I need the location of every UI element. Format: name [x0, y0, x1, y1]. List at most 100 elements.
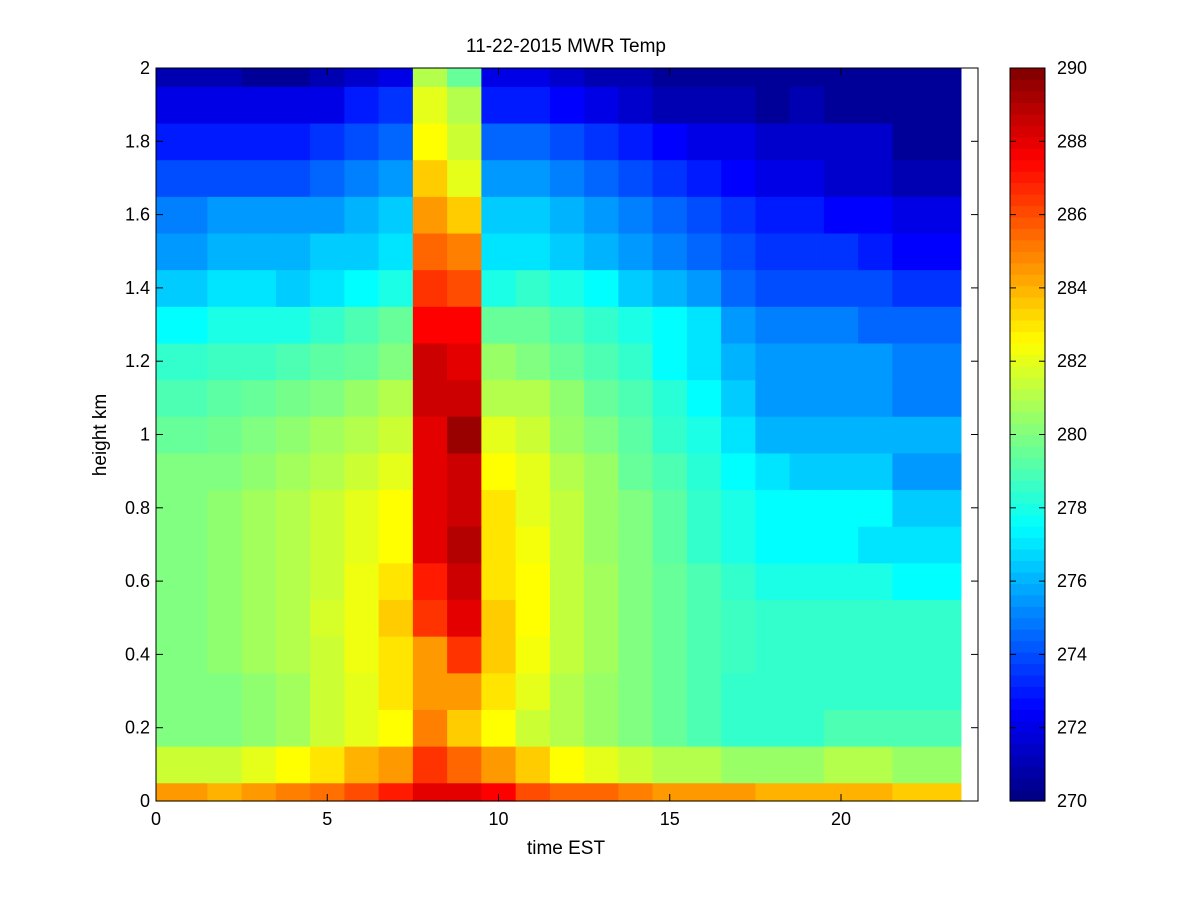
colorbar-segment [1010, 491, 1045, 504]
heatmap-cell [515, 562, 551, 601]
heatmap-cell [584, 122, 619, 161]
colorbar-segment [1010, 755, 1045, 768]
colorbar-segment [1010, 720, 1045, 733]
heatmap-cell [207, 159, 243, 197]
heatmap-cell [755, 599, 791, 637]
heatmap-cell [412, 782, 448, 802]
heatmap-cell [584, 342, 619, 381]
heatmap-cell [156, 232, 208, 271]
heatmap-cell [481, 489, 517, 527]
heatmap-cell [447, 599, 482, 637]
heatmap-cell [618, 86, 654, 124]
heatmap-cell [789, 342, 825, 381]
y-tick-label: 1 [140, 425, 150, 445]
heatmap-cell [892, 782, 962, 802]
colorbar-segment [1010, 205, 1045, 218]
heatmap-cell [378, 342, 414, 381]
heatmap-cell [618, 122, 654, 161]
heatmap-cell [823, 232, 859, 271]
heatmap-cell [721, 232, 756, 271]
colorbar-segment [1010, 285, 1045, 298]
heatmap-cell [721, 269, 756, 307]
heatmap-cell [892, 86, 962, 124]
heatmap-cell [156, 489, 208, 527]
heatmap-cell [344, 416, 380, 454]
heatmap-cell [858, 782, 893, 802]
heatmap-cell [241, 68, 277, 87]
heatmap-cell [310, 709, 345, 747]
heatmap-cell [207, 232, 243, 271]
heatmap-cell [618, 526, 654, 564]
heatmap-cell [207, 379, 243, 417]
heatmap-cell [241, 636, 277, 674]
y-tick-label: 2 [140, 58, 150, 78]
heatmap-cell [156, 672, 208, 710]
heatmap-cell [686, 709, 722, 747]
heatmap-cell [652, 489, 688, 527]
heatmap-cell [344, 342, 380, 381]
heatmap-cell [481, 672, 517, 710]
heatmap-cell [652, 416, 688, 454]
heatmap-cell [823, 672, 859, 710]
heatmap-cell [686, 196, 722, 234]
heatmap-cell [481, 562, 517, 601]
heatmap-cell [241, 232, 277, 271]
colorbar: 270 272 274 276 278 280 282 284 286 288 290 [1009, 58, 1087, 811]
heatmap-cell [584, 562, 619, 601]
colorbar-segment [1010, 400, 1045, 413]
heatmap-cell [241, 416, 277, 454]
colorbar-segment [1010, 480, 1045, 493]
colorbar-segment [1010, 274, 1045, 287]
heatmap-cell [412, 526, 448, 564]
heatmap-cell [858, 68, 893, 87]
colorbar-tick-label: 280 [1057, 425, 1087, 445]
heatmap-cell [447, 86, 482, 124]
heatmap-cell [207, 489, 243, 527]
heatmap-cell [515, 232, 551, 271]
heatmap-cell [310, 746, 345, 784]
heatmap-cell [823, 562, 859, 601]
heatmap-cell [686, 452, 722, 491]
heatmap-cell [275, 489, 311, 527]
heatmap-cell [310, 452, 345, 491]
heatmap-cell [892, 269, 962, 307]
heatmap-cell [378, 122, 414, 161]
chart-title: 11-22-2015 MWR Temp [466, 36, 666, 57]
heatmap-cell [156, 782, 208, 802]
colorbar-segment [1010, 697, 1045, 710]
heatmap-cell [344, 86, 380, 124]
heatmap-cell [858, 709, 893, 747]
heatmap-cell [412, 709, 448, 747]
heatmap-cell [549, 342, 585, 381]
heatmap-cell [156, 562, 208, 601]
heatmap-cell [412, 562, 448, 601]
heatmap-cell [549, 782, 585, 802]
heatmap-cell [892, 196, 962, 234]
colorbar-segment [1010, 90, 1045, 103]
colorbar-segment [1010, 411, 1045, 424]
heatmap-cell [310, 782, 345, 802]
heatmap-cell [584, 306, 619, 344]
heatmap-cell [584, 379, 619, 417]
heatmap-cell [275, 746, 311, 784]
heatmap-cell [481, 86, 517, 124]
heatmap-cell [515, 68, 551, 87]
heatmap-cell [618, 489, 654, 527]
heatmap-cell [755, 122, 791, 161]
heatmap-cell [789, 709, 825, 747]
heatmap-cell [275, 562, 311, 601]
heatmap-cell [652, 672, 688, 710]
heatmap-cell [515, 746, 551, 784]
colorbar-segment [1010, 239, 1045, 252]
heatmap-cell [207, 269, 243, 307]
heatmap-cell [823, 196, 859, 234]
heatmap-cell [447, 636, 482, 674]
heatmap-cell [412, 306, 448, 344]
heatmap-cell [275, 526, 311, 564]
heatmap-cell [447, 452, 482, 491]
heatmap-cell [156, 709, 208, 747]
heatmap-cell [275, 782, 311, 802]
heatmap-cell [412, 672, 448, 710]
heatmap-cell [481, 269, 517, 307]
colorbar-segment [1010, 652, 1045, 665]
